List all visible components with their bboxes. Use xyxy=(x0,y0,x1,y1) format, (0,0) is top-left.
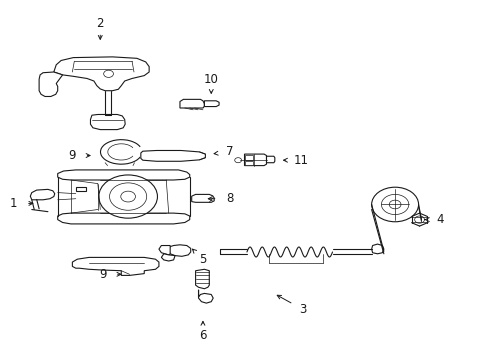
Circle shape xyxy=(99,175,157,218)
Text: 6: 6 xyxy=(199,329,206,342)
Polygon shape xyxy=(244,154,266,166)
Text: 3: 3 xyxy=(299,303,306,316)
Circle shape xyxy=(414,216,424,223)
Polygon shape xyxy=(371,244,383,254)
Bar xyxy=(245,155,252,160)
Polygon shape xyxy=(161,254,175,261)
Polygon shape xyxy=(76,187,85,191)
Circle shape xyxy=(371,187,418,222)
Polygon shape xyxy=(39,72,62,96)
Text: 7: 7 xyxy=(225,145,233,158)
Polygon shape xyxy=(266,156,274,163)
Polygon shape xyxy=(180,99,204,108)
Polygon shape xyxy=(54,57,149,91)
Text: 8: 8 xyxy=(225,192,233,205)
Text: 4: 4 xyxy=(435,213,443,226)
Polygon shape xyxy=(204,101,219,107)
Circle shape xyxy=(121,191,135,202)
Text: 9: 9 xyxy=(99,268,106,281)
Text: 10: 10 xyxy=(203,73,218,86)
Circle shape xyxy=(388,200,400,209)
Polygon shape xyxy=(141,150,205,161)
Text: 11: 11 xyxy=(293,154,307,167)
Polygon shape xyxy=(90,114,125,130)
Bar xyxy=(245,161,252,165)
Polygon shape xyxy=(195,269,209,289)
Polygon shape xyxy=(58,213,189,224)
Circle shape xyxy=(381,194,408,215)
Text: 9: 9 xyxy=(68,149,76,162)
Polygon shape xyxy=(58,170,189,180)
Polygon shape xyxy=(159,246,170,255)
Polygon shape xyxy=(72,257,159,275)
Circle shape xyxy=(103,70,113,77)
Circle shape xyxy=(234,158,241,163)
Circle shape xyxy=(109,183,146,210)
Text: 5: 5 xyxy=(199,253,206,266)
Polygon shape xyxy=(30,189,55,200)
Polygon shape xyxy=(198,290,213,303)
Text: 2: 2 xyxy=(96,17,104,30)
Text: 1: 1 xyxy=(10,197,18,210)
Polygon shape xyxy=(168,245,190,256)
Polygon shape xyxy=(191,194,214,202)
